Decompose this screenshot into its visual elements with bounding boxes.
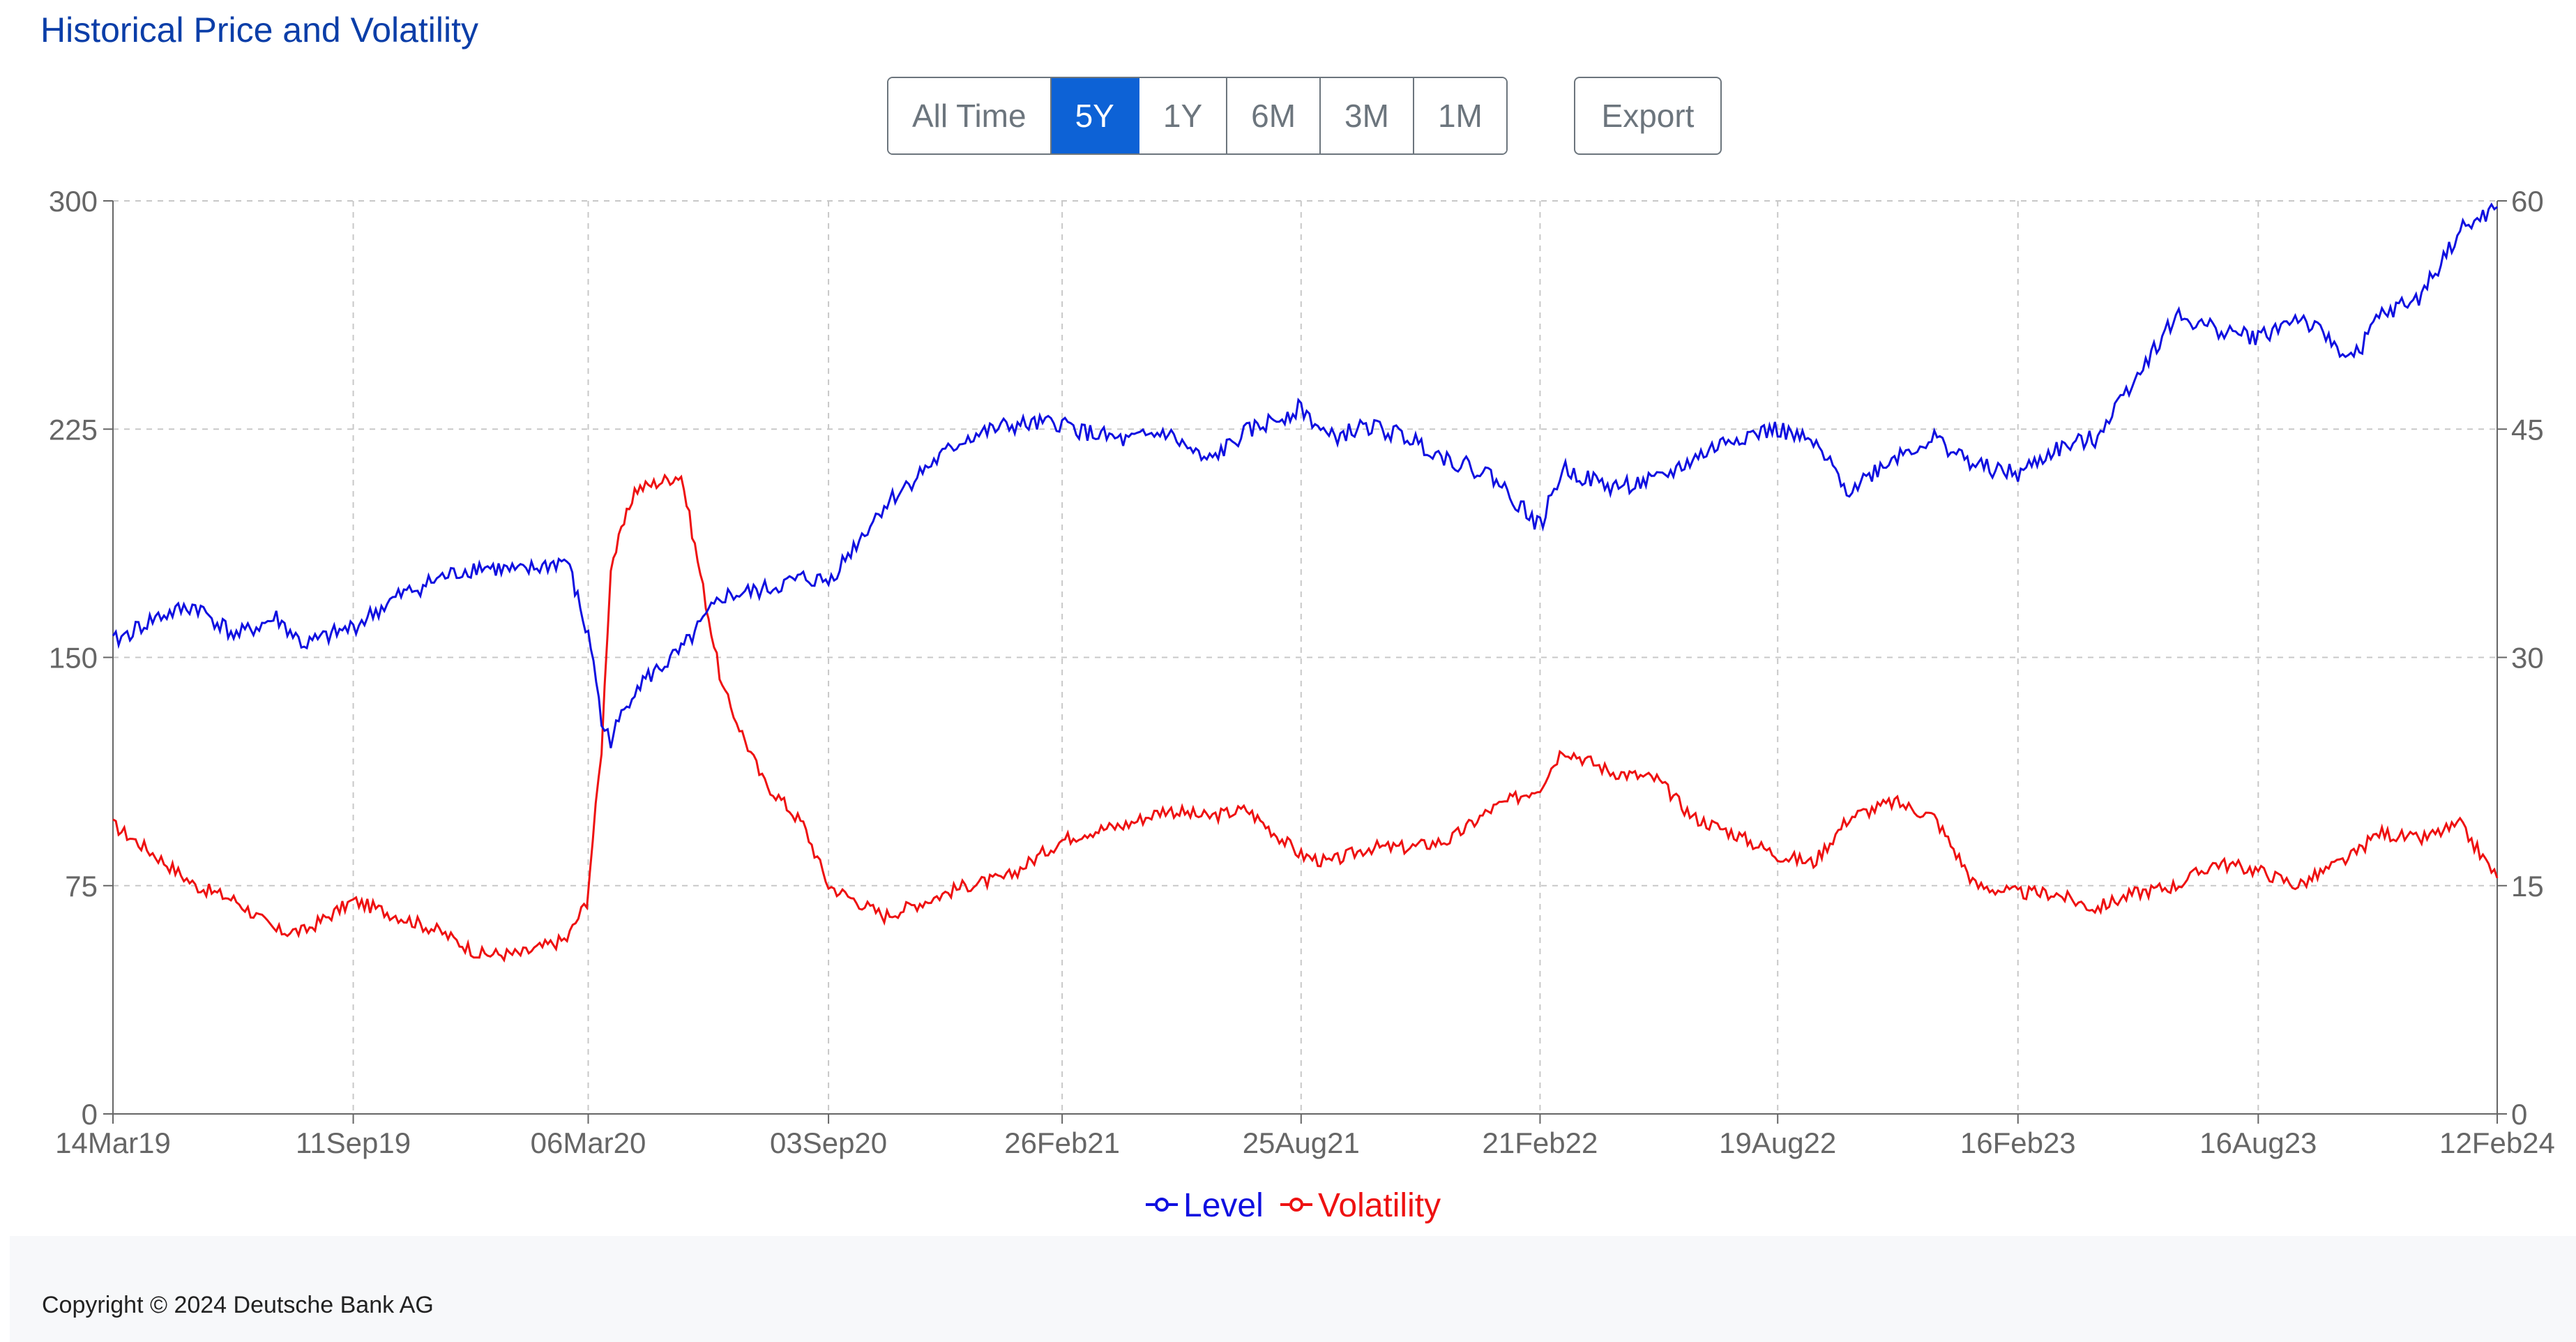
range-1m-button[interactable]: 1M (1414, 78, 1506, 153)
volatility-legend-label: Volatility (1318, 1187, 1441, 1224)
x-tick-label: 03Sep20 (770, 1126, 887, 1159)
tick-labels: 0 0 75 15 150 30 225 45 300 60 14Mar19 11Sep19 06Mar… (49, 185, 2555, 1159)
x-tick-label: 06Mar20 (531, 1126, 646, 1159)
y-left-tick-label: 225 (49, 413, 98, 446)
x-tick-label: 14Mar19 (55, 1126, 171, 1159)
level-series-line (112, 202, 2498, 748)
y-left-tick-label: 0 (82, 1098, 98, 1131)
range-5y-button[interactable]: 5Y (1051, 78, 1139, 153)
copyright-text: Copyright © 2024 Deutsche Bank AG (42, 1292, 434, 1318)
x-tick-label: 19Aug22 (1719, 1126, 1836, 1159)
range-selector: All Time 5Y 1Y 6M 3M 1M (887, 77, 1508, 155)
y-left-tick-label: 75 (65, 870, 98, 903)
x-tick-label: 12Feb24 (2439, 1126, 2555, 1159)
y-right-tick-label: 45 (2511, 413, 2544, 446)
x-tick-label: 21Feb22 (1483, 1126, 1598, 1159)
x-tick-label: 16Aug23 (2199, 1126, 2317, 1159)
x-tick-label: 26Feb21 (1004, 1126, 1120, 1159)
range-1y-button[interactable]: 1Y (1139, 78, 1228, 153)
export-button[interactable]: Export (1574, 77, 1722, 155)
range-all-time-button[interactable]: All Time (888, 78, 1052, 153)
x-tick-label: 16Feb23 (1960, 1126, 2076, 1159)
range-3m-button[interactable]: 3M (1321, 78, 1414, 153)
y-left-tick-label: 300 (49, 185, 98, 218)
volatility-series-line (112, 473, 2499, 963)
volatility-legend-marker (1289, 1198, 1303, 1212)
grid-lines (112, 200, 2498, 1115)
y-right-tick-label: 15 (2511, 870, 2544, 903)
range-6m-button[interactable]: 6M (1227, 78, 1321, 153)
y-right-tick-label: 60 (2511, 185, 2544, 218)
x-tick-label: 25Aug21 (1243, 1126, 1360, 1159)
chart-axes (103, 200, 2507, 1124)
level-legend-label: Level (1183, 1187, 1264, 1224)
price-volatility-chart: 0 0 75 15 150 30 225 45 300 60 14Mar19 11Sep19 06Mar… (49, 185, 2555, 1224)
y-right-tick-label: 0 (2511, 1098, 2527, 1131)
chart-legend[interactable]: Level Volatility (1146, 1187, 1441, 1224)
y-right-tick-label: 30 (2511, 642, 2544, 674)
level-legend-marker (1155, 1198, 1169, 1212)
chart-title: Historical Price and Volatility (40, 10, 479, 50)
y-left-tick-label: 150 (49, 642, 98, 674)
page-footer: Copyright © 2024 Deutsche Bank AG (10, 1236, 2576, 1342)
series-lines (112, 202, 2499, 963)
x-tick-label: 11Sep19 (296, 1126, 411, 1159)
